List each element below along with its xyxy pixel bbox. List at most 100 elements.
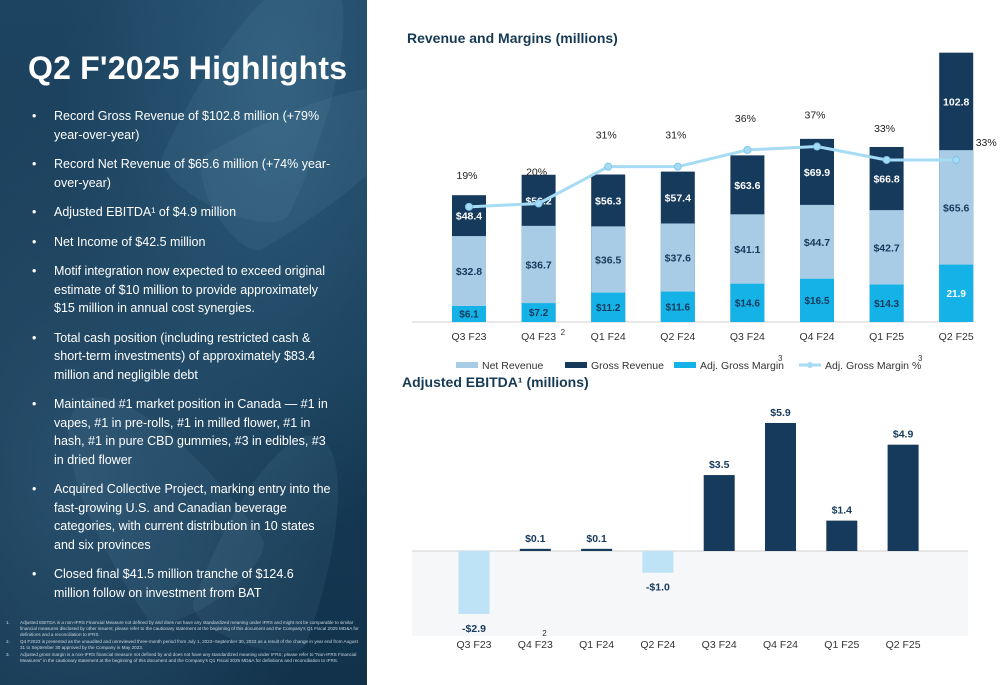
ebitda-value-label: $0.1 [586, 533, 607, 545]
legend-marker [807, 362, 813, 368]
net-revenue-label: $37.6 [665, 253, 691, 265]
adj-gross-margin-bar [730, 283, 765, 322]
adj-gross-margin-pct-label: 33% [976, 137, 997, 149]
legend-superscript: 3 [918, 354, 923, 363]
x-tick-label: Q1 F25 [824, 639, 859, 651]
x-tick-label: Q2 F24 [640, 639, 675, 651]
x-tick-label: Q4 F24 [799, 331, 834, 343]
ebitda-value-label: $3.5 [709, 459, 730, 471]
legend-label: Gross Revenue [591, 360, 664, 372]
gross-revenue-label: $63.6 [734, 180, 760, 192]
revenue-margins-chart: $48.4$32.8$6.1Q3 F23$56.2$36.7$7.2Q4 F23… [412, 52, 997, 372]
net-revenue-label: $44.7 [804, 237, 830, 249]
x-tick-label: Q2 F25 [939, 331, 974, 343]
x-tick-label: Q3 F24 [702, 639, 737, 651]
adj-gross-margin-label: $11.6 [666, 302, 691, 313]
ebitda-bar [519, 548, 551, 551]
ebitda-value-label: $1.4 [832, 505, 853, 517]
highlight-item: Acquired Collective Project, marking ent… [32, 480, 332, 554]
x-tick-label: Q4 F24 [763, 639, 798, 651]
adj-gross-margin-pct-point [604, 162, 613, 171]
footnote-text: Q4 F2023 is presented as the unaudited a… [20, 639, 358, 650]
adj-gross-margin-label: $11.2 [596, 303, 621, 314]
footnote-text: Adjusted EBITDA is a non-IFRS Financial … [20, 620, 359, 637]
ebitda-value-label: $0.1 [525, 533, 546, 545]
adj-gross-margin-bar [591, 292, 626, 322]
adj-gross-margin-pct-point [813, 142, 821, 151]
x-tick-label: Q4 F23 [521, 331, 556, 343]
x-tick-label: Q2 F25 [886, 639, 921, 651]
adj-gross-margin-pct-label: 36% [735, 113, 756, 125]
net-revenue-label: $36.5 [595, 255, 621, 267]
footnote: 2. Q4 F2023 is presented as the unaudited… [6, 639, 361, 651]
gross-revenue-label: $69.9 [804, 167, 830, 179]
revenue-chart-title: Revenue and Margins (millions) [407, 30, 618, 46]
adj-gross-margin-label: $16.5 [804, 296, 829, 307]
footnote: 1. Adjusted EBITDA is a non-IFRS Financia… [6, 620, 361, 638]
legend-label: Net Revenue [482, 360, 543, 372]
ebitda-value-label: $4.9 [893, 429, 914, 441]
footnote: 3. Adjusted gross margin is a non-IFRS fi… [6, 652, 361, 664]
adj-gross-margin-label: $14.3 [874, 299, 899, 310]
adj-gross-margin-bar [660, 291, 695, 322]
legend-label: Adj. Gross Margin % [825, 360, 921, 372]
adj-gross-margin-bar [452, 306, 486, 322]
gross-revenue-label: $57.4 [665, 193, 691, 205]
adj-gross-margin-bar [521, 303, 556, 322]
net-revenue-label: $42.7 [873, 242, 899, 254]
x-tick-label: Q2 F24 [660, 331, 695, 343]
adj-gross-margin-bar [869, 284, 904, 322]
net-revenue-label: $41.1 [734, 244, 760, 256]
highlight-item: Record Gross Revenue of $102.8 million (… [32, 107, 332, 144]
highlights-panel: Q2 F'2025 Highlights Record Gross Revenu… [0, 0, 367, 685]
adj-gross-margin-bar [800, 278, 834, 322]
adj-gross-margin-pct-point [882, 155, 891, 164]
ebitda-value-label: $5.9 [770, 407, 791, 419]
legend-swatch [565, 362, 587, 368]
x-tick-label: Q1 F25 [869, 331, 904, 343]
legend-swatch [674, 362, 696, 368]
x-tick-label: Q3 F23 [456, 639, 491, 651]
ebitda-chart-title: Adjusted EBITDA¹ (millions) [402, 374, 589, 390]
adj-gross-margin-label: 21.9 [946, 289, 966, 300]
adj-gross-margin-pct-label: 37% [804, 110, 825, 122]
adj-gross-margin-pct-label: 33% [874, 123, 895, 135]
x-tick-label: Q3 F24 [730, 331, 765, 343]
gross-revenue-label: $66.8 [873, 174, 899, 186]
net-revenue-label: $65.6 [943, 202, 969, 214]
footnote-number: 3. [6, 652, 10, 657]
footnotes: 1. Adjusted EBITDA is a non-IFRS Financia… [6, 620, 361, 665]
adj-gross-margin-pct-point [743, 145, 752, 154]
highlight-item: Record Net Revenue of $65.6 million (+74… [32, 155, 332, 192]
ebitda-value-label: -$2.9 [462, 623, 486, 635]
net-revenue-label: $36.7 [525, 259, 551, 271]
adj-gross-margin-pct-label: 31% [596, 130, 617, 142]
page-title: Q2 F'2025 Highlights [28, 50, 348, 86]
x-tick-label: Q1 F24 [591, 331, 626, 343]
x-tick-superscript: 2 [561, 328, 566, 337]
legend-label: Adj. Gross Margin [700, 360, 784, 372]
legend-swatch [456, 362, 478, 368]
footnote-number: 2. [6, 639, 10, 644]
x-tick-label: Q3 F23 [451, 331, 486, 343]
gross-revenue-label: $56.3 [595, 195, 621, 207]
ebitda-value-label: -$1.0 [646, 582, 670, 594]
legend-superscript: 3 [778, 354, 783, 363]
adj-gross-margin-pct-point [952, 155, 961, 164]
highlight-item: Total cash position (including restricte… [32, 329, 332, 385]
gross-revenue-label: 102.8 [943, 96, 969, 108]
ebitda-bar [642, 551, 674, 573]
ebitda-bar [581, 548, 613, 551]
negative-region-background [412, 551, 968, 636]
highlights-list: Record Gross Revenue of $102.8 million (… [32, 107, 332, 613]
adj-gross-margin-pct-point [534, 199, 543, 208]
adj-gross-margin-label: $14.6 [735, 298, 760, 309]
highlight-item: Net Income of $42.5 million [32, 233, 332, 252]
adj-gross-margin-label: $7.2 [529, 308, 549, 319]
highlight-item: Closed final $41.5 million tranche of $1… [32, 565, 332, 602]
adj-gross-margin-pct-point [673, 162, 682, 171]
footnote-number: 1. [6, 620, 10, 625]
adj-gross-margin-pct-label: 20% [526, 167, 547, 179]
adj-gross-margin-pct-point [465, 202, 473, 211]
ebitda-bar [765, 422, 796, 551]
